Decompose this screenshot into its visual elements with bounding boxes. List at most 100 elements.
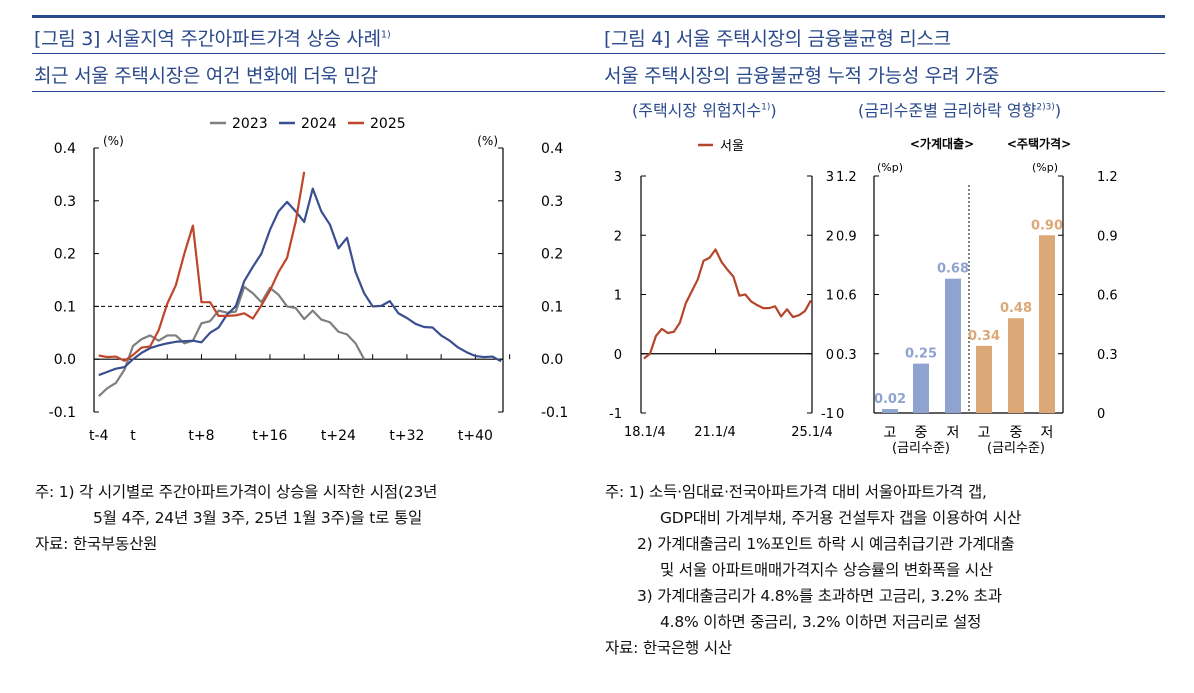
risk-y-tick-label-right: 0 <box>826 348 834 363</box>
risk-y-tick-label-left: 2 <box>614 229 622 244</box>
bar-right-unit: (%p) <box>1032 161 1058 174</box>
right-source: 자료: 한국은행 시산 <box>605 639 732 657</box>
x-tick-label: t+32 <box>389 428 424 444</box>
right-note-1: 주: 1) 소득·임대료·전국아파트가격 대비 서울아파트가격 갭, <box>605 483 987 501</box>
x-tick-label: t-4 <box>89 428 109 444</box>
bar-category-label: 고 <box>884 425 897 441</box>
panel1-footnote: 1) <box>761 102 771 113</box>
y-tick-label-right: 0.1 <box>541 299 563 315</box>
x-tick-label: t+8 <box>188 428 214 444</box>
y-tick-label-left: 0.3 <box>54 194 76 210</box>
right-note-3: 3) 가계대출금리가 4.8%를 초과하면 고금리, 3.2% 초과 <box>637 587 1002 605</box>
legend-label-2024: 2024 <box>301 116 337 132</box>
panel1-title-text: (주택시장 위험지수 <box>632 101 762 120</box>
legend-label-2025: 2025 <box>370 116 406 132</box>
bar-y-tick-label-left: 0.9 <box>836 229 857 244</box>
panel1-title: (주택시장 위험지수1)) <box>632 97 777 121</box>
right-note-2: 2) 가계대출금리 1%포인트 하락 시 예금취급기관 가계대출 <box>637 535 1015 553</box>
bar-y-tick-label-left: 0 <box>836 407 844 422</box>
y-tick-label-left: -0.1 <box>49 405 76 421</box>
bar-left-unit: (%p) <box>877 161 903 174</box>
right-unit-label: (%) <box>477 134 498 148</box>
bar-category-label: 중 <box>1010 425 1023 441</box>
series-line-2024 <box>98 187 502 377</box>
bar-category-label: 중 <box>915 425 928 441</box>
left-note-2: 5월 4주, 24년 3월 3주, 25년 1월 3주)을 t로 통일 <box>93 509 423 527</box>
title-rule <box>32 53 1165 54</box>
right-note-3-cont: 4.8% 이하면 중금리, 3.2% 이하면 저금리로 설정 <box>660 613 982 631</box>
left-unit-label: (%) <box>103 134 124 148</box>
risk-y-tick-label-left: 0 <box>614 348 622 363</box>
y-tick-label-left: 0.0 <box>54 352 76 368</box>
bar <box>1039 235 1055 413</box>
risk-y-tick-label-right: 1 <box>826 289 834 304</box>
category-caption-loans: (금리수준) <box>892 441 950 456</box>
x-tick-label: t+16 <box>252 428 287 444</box>
risk-y-tick-label-left: -1 <box>609 407 622 422</box>
risk-y-tick-label-left: 3 <box>614 170 622 185</box>
bar-value-label: 0.68 <box>937 262 969 277</box>
y-tick-label-left: 0.2 <box>54 247 76 263</box>
figure4-subtitle: 서울 주택시장의 금융불균형 누적 가능성 우려 가중 <box>604 65 1000 87</box>
bar-y-tick-label-left: 0.3 <box>836 348 857 363</box>
left-note-1: 주: 1) 각 시기별로 주간아파트가격이 상승을 시작한 시점(23년 <box>35 483 438 501</box>
bar <box>1008 318 1024 413</box>
bar-category-label: 고 <box>978 425 991 441</box>
y-tick-label-right: 0.0 <box>541 352 563 368</box>
group-label-house: <주택가격> <box>1007 136 1071 151</box>
risk-y-tick-label-right: 3 <box>826 170 834 185</box>
figure3-subtitle: 최근 서울 주택시장은 여건 변화에 더욱 민감 <box>34 65 378 87</box>
panel1-close: ) <box>770 101 777 120</box>
y-tick-label-left: 0.4 <box>54 141 76 157</box>
bar-y-tick-label-left: 0.6 <box>836 289 857 304</box>
bar <box>945 278 961 413</box>
panel2-close: ) <box>1054 101 1062 120</box>
figure4-title: [그림 4] 서울 주택시장의 금융불균형 리스크 <box>604 28 951 50</box>
bar-category-label: 저 <box>947 425 960 441</box>
bar-value-label: 0.34 <box>968 329 1000 344</box>
figure3-title: [그림 3] 서울지역 주간아파트가격 상승 사례1) <box>34 24 391 51</box>
bar-y-tick-label-right: 1.2 <box>1097 170 1118 185</box>
bar-y-tick-label-right: 0.9 <box>1097 229 1118 244</box>
right-note-1-cont: GDP대비 가계부채, 주거용 건설투자 갭을 이용하여 시산 <box>660 509 1022 527</box>
bar-value-label: 0.48 <box>1000 301 1032 316</box>
bar-category-label: 저 <box>1041 425 1054 441</box>
x-tick-label: t+24 <box>321 428 356 444</box>
risk-y-tick-label-left: 1 <box>614 289 622 304</box>
risk-y-tick-label-right: -1 <box>821 407 834 422</box>
bar-value-label: 0.90 <box>1031 218 1063 233</box>
risk-y-tick-label-right: 2 <box>826 229 834 244</box>
figure3-title-text: [그림 3] 서울지역 주간아파트가격 상승 사례 <box>34 28 381 50</box>
seoul-risk-line <box>643 248 812 360</box>
panel2-title-text: (금리수준별 금리하락 영향 <box>858 101 1037 120</box>
y-tick-label-right: -0.1 <box>541 405 568 421</box>
bar-y-tick-label-right: 0 <box>1097 407 1105 422</box>
panel2-footnote: 2)3) <box>1036 102 1055 113</box>
group-label-loans: <가계대출> <box>910 136 974 151</box>
bar-y-tick-label-left: 1.2 <box>836 170 857 185</box>
risk-x-tick-label: 18.1/4 <box>624 425 666 440</box>
category-caption-house: (금리수준) <box>987 441 1045 456</box>
series-line-2023 <box>98 285 366 397</box>
x-tick-label: t <box>130 428 136 444</box>
y-tick-label-right: 0.2 <box>541 247 563 263</box>
legend-label-seoul: 서울 <box>720 139 744 154</box>
panel2-title: (금리수준별 금리하락 영향2)3)) <box>858 97 1061 121</box>
top-rule <box>32 15 1165 18</box>
y-tick-label-right: 0.3 <box>541 194 563 210</box>
left-source: 자료: 한국부동산원 <box>35 535 158 553</box>
y-tick-label-left: 0.1 <box>54 299 76 315</box>
bar <box>913 363 929 413</box>
legend-label-2023: 2023 <box>232 116 268 132</box>
bar-y-tick-label-right: 0.3 <box>1097 348 1118 363</box>
bar-value-label: 0.25 <box>905 347 937 362</box>
x-tick-label: t+40 <box>458 428 493 444</box>
y-tick-label-right: 0.4 <box>541 141 563 157</box>
risk-x-tick-label: 21.1/4 <box>694 425 736 440</box>
bar-value-label: 0.02 <box>874 392 906 407</box>
right-note-2-cont: 및 서울 아파트매매가격지수 상승률의 변화폭을 시산 <box>660 561 993 579</box>
subtitle-rule <box>32 91 1165 92</box>
bar-y-tick-label-right: 0.6 <box>1097 289 1118 304</box>
